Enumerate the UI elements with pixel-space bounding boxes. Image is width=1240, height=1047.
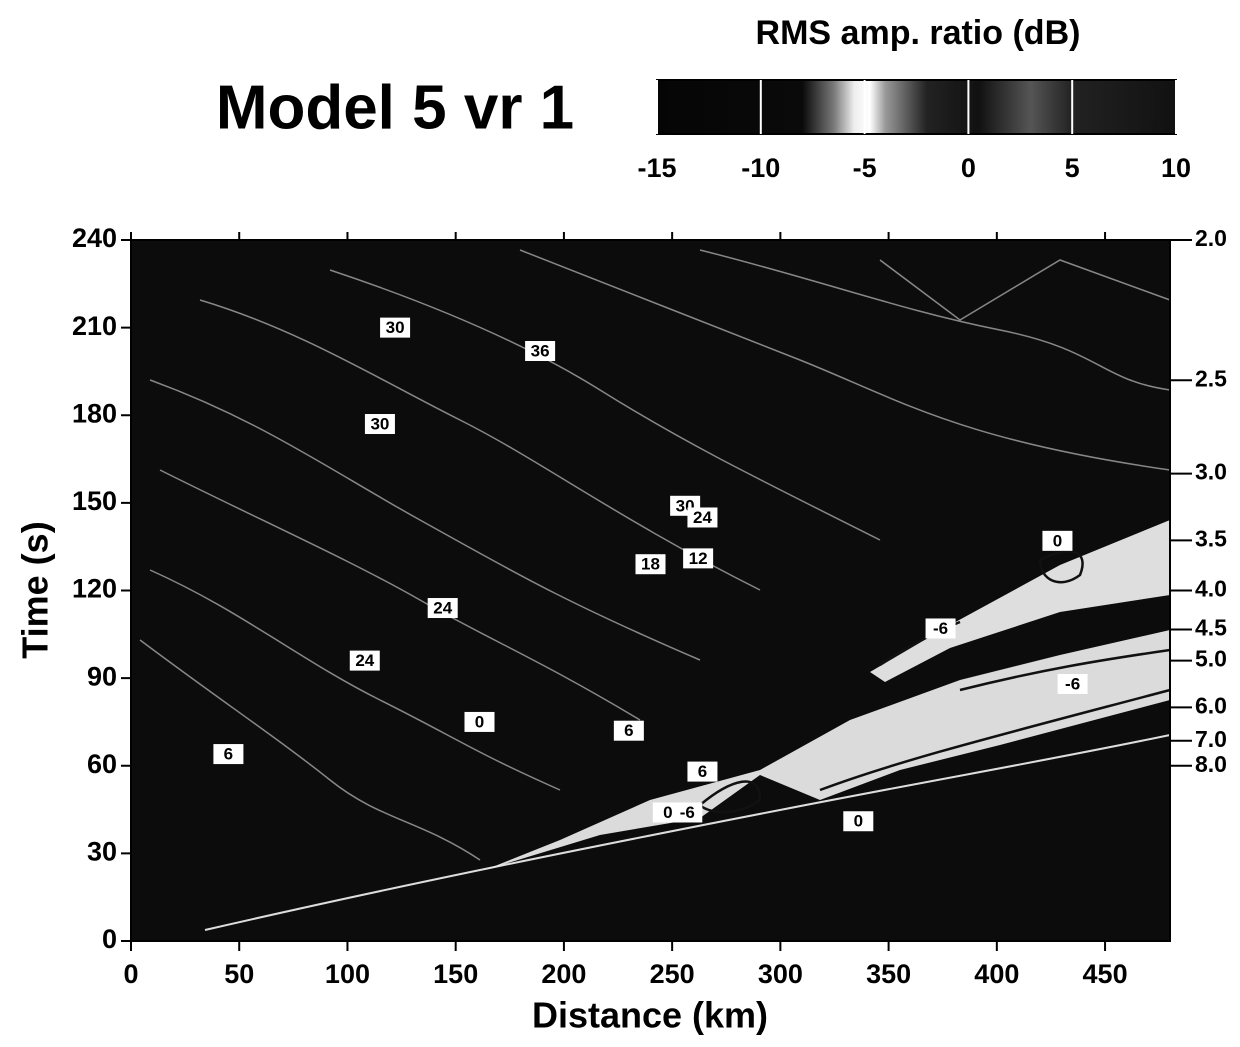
colorbar-tick-label: -5 [853,153,877,183]
x-tick-label: 450 [1083,959,1128,989]
x-tick-label: 0 [123,959,138,989]
x-tick-label: 350 [866,959,911,989]
contour-label-box [380,317,411,338]
x-tick-label: 200 [541,959,586,989]
contour-label-box [1042,530,1073,551]
plot-frame [130,239,1171,942]
contour-label-box [464,711,495,732]
y2-tick-label: 4.0 [1195,576,1227,602]
contour-label-box [925,618,956,639]
contour-label: 6 [624,721,633,740]
contour-label: 24 [433,599,452,618]
contour-lines [699,550,1171,814]
contour-label-box [613,720,644,741]
contour-label-box [672,802,703,823]
y2-tick-label: 6.0 [1195,692,1227,718]
colorbar-tick-label: 0 [961,153,976,183]
y-tick-label: 90 [87,661,117,691]
contour-label-box [843,811,874,832]
contour-label: 36 [531,341,550,360]
y-tick-label: 30 [87,837,117,867]
contour-label: 12 [689,549,708,568]
contour-label: 24 [355,651,374,670]
y2-tick-label: 8.0 [1195,751,1227,777]
contour-label: 0 [1053,531,1062,550]
colorbar-title: RMS amp. ratio (dB) [756,14,1081,52]
x-tick-label: 100 [325,959,370,989]
contour-label-box [683,548,714,569]
x-tick-label: 150 [433,959,478,989]
contour-label: 30 [386,318,405,337]
y2-tick-label: 4.5 [1195,615,1227,641]
contour-label: -6 [933,619,948,638]
colorbar-tick-label: 10 [1161,153,1191,183]
contour-label-box [364,414,395,435]
y-tick-label: 150 [72,486,117,516]
contour-label: 6 [698,762,707,781]
colorbar-tick-label: -15 [637,153,676,183]
y2-tick-label: 5.0 [1195,646,1227,672]
y-tick-label: 60 [87,749,117,779]
contour-label-box [213,744,244,765]
contour-label-box [349,650,380,671]
y-axis-label: Time (s) [15,521,56,658]
contour-label: 24 [693,508,712,527]
contour-label-box [635,554,666,575]
contour-label: 0 [663,803,672,822]
y2-tick-label: 7.0 [1195,726,1227,752]
contour-label-box [427,598,458,619]
field-texture [139,249,1171,861]
y-tick-label: 240 [72,223,117,253]
contour-label-box [1057,673,1088,694]
y2-tick-label: 2.5 [1195,365,1227,391]
y-tick-label: 0 [102,924,117,954]
colorbar-tick-label: -10 [741,153,780,183]
contour-label: -6 [1065,674,1080,693]
contour-label: 0 [854,812,863,831]
contour-label: 18 [641,555,660,574]
contour-label: 0 [475,712,484,731]
x-axis-label: Distance (km) [532,995,768,1036]
x-tick-label: 400 [974,959,1019,989]
bright-zone [870,520,1170,682]
contour-label-box [525,340,556,361]
x-tick-label: 300 [758,959,803,989]
contour-label: 6 [224,745,233,764]
x-tick-label: 250 [650,959,695,989]
contour-label-box [687,507,718,528]
colorbar [656,79,1177,135]
contour-label-box [687,761,718,782]
first-arrival [204,734,1171,931]
y-tick-label: 180 [72,398,117,428]
y-tick-label: 120 [72,574,117,604]
contour-label: -6 [680,803,695,822]
x-tick-label: 50 [224,959,254,989]
y2-tick-label: 2.0 [1195,225,1227,251]
axes: 0 50 100 150 200 250 300 350 400 4500306090120150… [72,80,1227,989]
y-tick-label: 210 [72,311,117,341]
contour-label: 30 [370,414,389,433]
y2-tick-label: 3.0 [1195,459,1227,485]
colorbar-tick-label: 5 [1065,153,1080,183]
chart-title: Model 5 vr 1 [216,73,574,142]
y2-tick-label: 3.5 [1195,526,1227,552]
